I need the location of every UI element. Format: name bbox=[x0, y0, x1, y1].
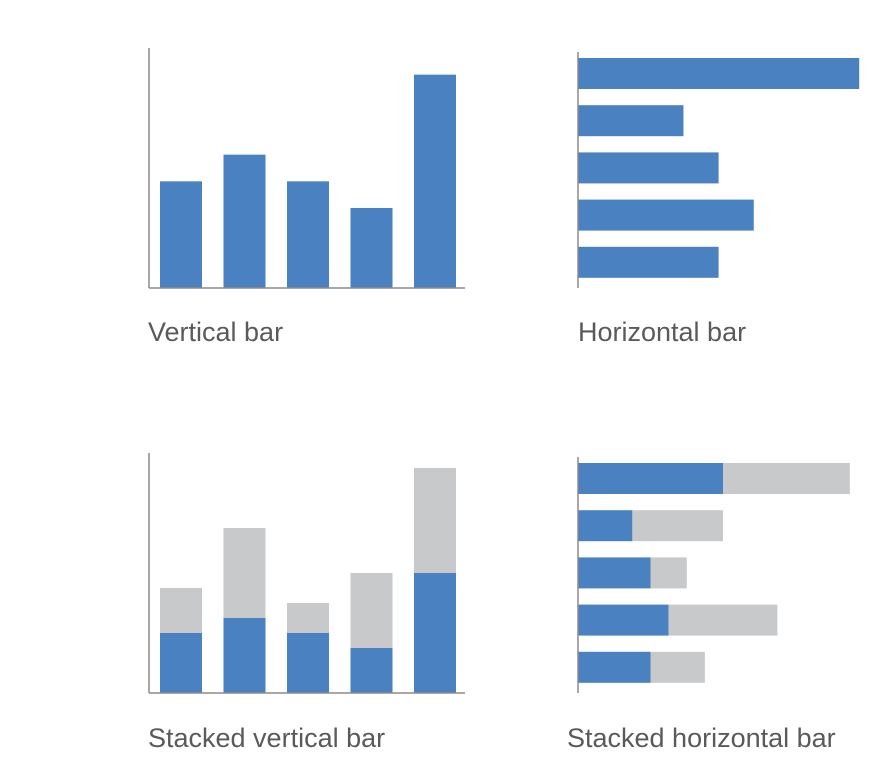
bar-series-1-item-1 bbox=[578, 58, 860, 89]
bar-series-1-item-2 bbox=[223, 154, 266, 288]
bar-series-2-item-1 bbox=[723, 463, 850, 494]
horizontal-bar-caption: Horizontal bar bbox=[578, 317, 747, 347]
bar-series-1-item-4 bbox=[578, 604, 669, 636]
bar-series-2-item-3 bbox=[650, 557, 687, 589]
bar-series-1-item-3 bbox=[578, 557, 651, 589]
bar-series-1-item-5 bbox=[578, 651, 651, 683]
stacked-vertical-bar-chart bbox=[148, 453, 465, 694]
bar-series-2-item-4 bbox=[668, 604, 778, 636]
bar-series-1-item-5 bbox=[414, 573, 456, 693]
bar-series-1-item-3 bbox=[287, 633, 329, 693]
bar-series-2-item-5 bbox=[414, 468, 456, 573]
bar-series-1-item-3 bbox=[578, 152, 719, 184]
bar-series-1-item-1 bbox=[160, 633, 202, 693]
bar-series-1-item-2 bbox=[578, 510, 633, 542]
bar-series-1-item-2 bbox=[223, 618, 266, 693]
horizontal-bar-chart bbox=[577, 52, 860, 288]
bar-series-2-item-2 bbox=[223, 528, 266, 618]
bar-series-1-item-4 bbox=[578, 199, 754, 231]
stacked-horizontal-bar-caption: Stacked horizontal bar bbox=[567, 723, 836, 753]
bar-series-1-item-1 bbox=[160, 181, 202, 288]
bar-series-1-item-4 bbox=[350, 208, 393, 288]
bar-series-1-item-3 bbox=[287, 181, 329, 288]
stacked-vertical-bar-caption: Stacked vertical bar bbox=[148, 723, 386, 753]
bar-series-1-item-4 bbox=[350, 648, 393, 693]
bar-series-1-item-5 bbox=[414, 74, 456, 289]
bar-series-1-item-5 bbox=[578, 246, 719, 278]
stacked-horizontal-bar-chart bbox=[577, 457, 850, 693]
vertical-bar-chart bbox=[148, 48, 465, 289]
bar-series-1-item-1 bbox=[578, 463, 723, 494]
bar-series-2-item-1 bbox=[160, 588, 202, 633]
bar-series-2-item-5 bbox=[650, 651, 705, 683]
vertical-bar-caption: Vertical bar bbox=[148, 317, 284, 347]
bar-series-2-item-4 bbox=[350, 573, 393, 648]
bar-series-2-item-3 bbox=[287, 603, 329, 633]
bar-series-2-item-2 bbox=[632, 510, 723, 542]
bar-series-1-item-2 bbox=[578, 105, 684, 137]
